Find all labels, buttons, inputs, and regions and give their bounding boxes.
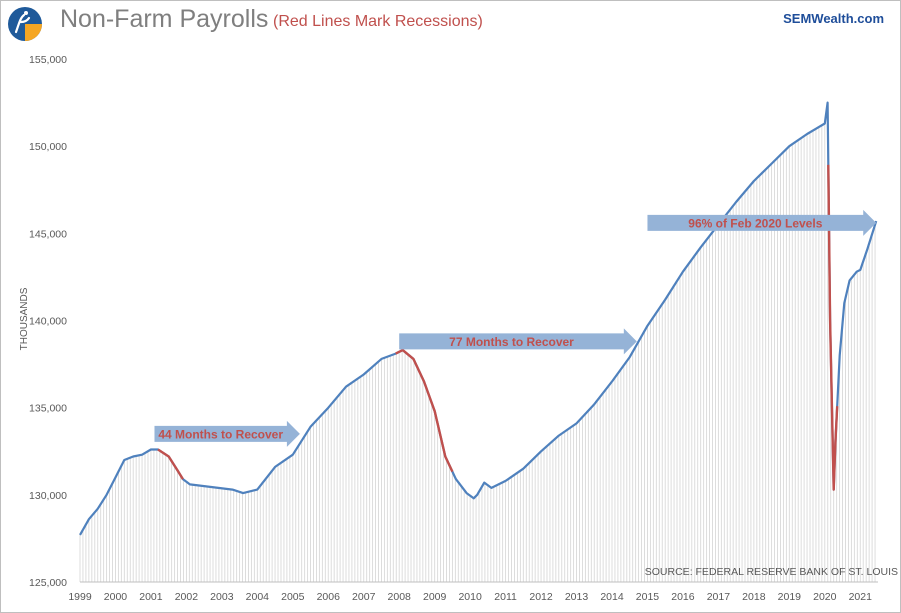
semwealth-logo-icon	[8, 7, 42, 41]
y-tick-label: 135,000	[29, 403, 67, 415]
x-tick-label: 2011	[494, 591, 517, 603]
annotations: 44 Months to Recover 77 Months to Recover…	[154, 209, 877, 447]
x-tick-label: 2000	[104, 591, 128, 603]
y-tick-label: 155,000	[29, 54, 67, 66]
logo-mark	[14, 13, 31, 34]
recession-segment	[827, 164, 839, 491]
x-tick-label: 2020	[813, 591, 837, 603]
x-tick-label: 2008	[388, 591, 412, 603]
recession-segment	[395, 348, 454, 473]
annotation-arrow	[154, 420, 300, 447]
x-tick-label: 2019	[778, 591, 802, 603]
x-tick-label: 2016	[671, 591, 695, 603]
annotation-arrow	[399, 328, 637, 355]
annotation-label: 44 Months to Recover	[158, 427, 283, 441]
x-tick-label: 2017	[707, 591, 731, 603]
annotation-label: 96% of Feb 2020 Levels	[688, 216, 822, 230]
annotation-arrow	[647, 209, 877, 236]
x-tick-label: 2021	[849, 591, 873, 603]
logo-wedge	[25, 24, 42, 41]
x-tick-label: 2003	[210, 591, 234, 603]
month-bars	[79, 112, 876, 582]
recession-lines	[157, 164, 839, 491]
y-tick-label: 145,000	[29, 228, 67, 240]
x-axis: 1999 2000 2001 2002 2003 2004 2005 2006 2007 2008…	[68, 581, 878, 603]
x-tick-label: 2007	[352, 591, 376, 603]
x-tick-label: 2018	[742, 591, 766, 603]
y-tick-label: 125,000	[29, 577, 67, 589]
chart-subtitle: (Red Lines Mark Recessions)	[273, 13, 483, 30]
chart-title: Non-Farm Payrolls	[60, 5, 269, 33]
y-axis: 125,000 130,000 135,000 140,000 145,000 150,0…	[29, 54, 67, 589]
y-tick-label: 130,000	[29, 490, 67, 502]
x-tick-label: 2010	[458, 591, 482, 603]
y-axis-label: THOUSANDS	[19, 287, 30, 350]
x-tick-label: 2015	[636, 591, 660, 603]
x-tick-label: 2001	[139, 591, 163, 603]
x-tick-label: 2012	[529, 591, 553, 603]
logo-dot	[24, 11, 28, 15]
recession-segment	[157, 448, 184, 480]
y-tick-label: 150,000	[29, 141, 67, 153]
x-tick-label: 2002	[175, 591, 199, 603]
brand-link[interactable]: SEMWealth.com	[783, 11, 884, 26]
x-tick-label: 1999	[68, 591, 92, 603]
annotation-label: 77 Months to Recover	[449, 335, 574, 349]
x-tick-label: 2009	[423, 591, 447, 603]
x-tick-label: 2006	[317, 591, 341, 603]
x-tick-label: 2004	[246, 591, 270, 603]
x-tick-label: 2014	[600, 591, 624, 603]
y-tick-label: 140,000	[29, 316, 67, 328]
source-note: SOURCE: FEDERAL RESERVE BANK OF ST. LOUI…	[645, 566, 898, 578]
x-tick-label: 2005	[281, 591, 305, 603]
x-tick-label: 2013	[565, 591, 589, 603]
